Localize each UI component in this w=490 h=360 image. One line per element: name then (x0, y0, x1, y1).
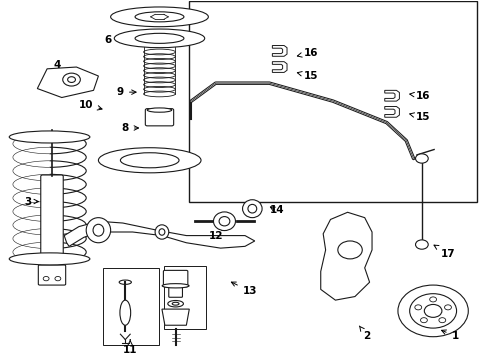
Bar (103, 268, 159, 345)
Ellipse shape (214, 212, 236, 230)
FancyBboxPatch shape (38, 265, 66, 285)
Circle shape (416, 154, 428, 163)
Circle shape (444, 305, 451, 310)
Circle shape (416, 240, 428, 249)
Circle shape (338, 241, 362, 259)
Text: 15: 15 (410, 112, 431, 122)
Text: 1: 1 (441, 330, 459, 341)
Ellipse shape (114, 29, 205, 48)
Bar (189, 1, 477, 202)
Ellipse shape (168, 301, 183, 307)
Ellipse shape (86, 218, 111, 243)
Ellipse shape (172, 302, 179, 305)
Ellipse shape (155, 225, 169, 239)
Text: 2: 2 (359, 326, 371, 341)
Text: 13: 13 (231, 282, 257, 296)
Polygon shape (37, 67, 98, 98)
Text: 14: 14 (270, 206, 284, 216)
Circle shape (55, 276, 61, 281)
Text: 11: 11 (123, 340, 137, 355)
Ellipse shape (98, 148, 201, 173)
Ellipse shape (243, 200, 262, 218)
Ellipse shape (159, 229, 165, 235)
Text: 5: 5 (136, 8, 151, 18)
FancyBboxPatch shape (163, 270, 188, 287)
Polygon shape (272, 45, 287, 56)
FancyBboxPatch shape (41, 175, 63, 271)
Ellipse shape (162, 284, 189, 288)
Text: 12: 12 (208, 225, 223, 240)
FancyBboxPatch shape (169, 287, 182, 297)
Text: 16: 16 (297, 48, 318, 58)
Ellipse shape (121, 153, 179, 168)
Ellipse shape (135, 33, 184, 43)
Text: 4: 4 (53, 60, 62, 76)
Polygon shape (162, 309, 189, 325)
Ellipse shape (219, 217, 230, 226)
Circle shape (63, 73, 80, 86)
Text: 8: 8 (122, 123, 139, 133)
Ellipse shape (111, 7, 208, 27)
Ellipse shape (9, 131, 90, 143)
Bar (164, 266, 206, 329)
Text: 16: 16 (410, 91, 431, 101)
Polygon shape (64, 221, 255, 248)
Circle shape (410, 294, 457, 328)
Polygon shape (321, 212, 372, 300)
FancyBboxPatch shape (146, 109, 173, 126)
Ellipse shape (93, 224, 104, 236)
Text: 15: 15 (297, 71, 318, 81)
Ellipse shape (135, 12, 184, 22)
Ellipse shape (248, 204, 257, 213)
Text: 17: 17 (434, 245, 455, 258)
Circle shape (420, 318, 427, 323)
Circle shape (398, 285, 468, 337)
Ellipse shape (120, 300, 131, 325)
Text: 6: 6 (104, 35, 126, 45)
Circle shape (430, 297, 437, 302)
Circle shape (43, 276, 49, 281)
Circle shape (424, 305, 442, 318)
Polygon shape (385, 90, 399, 101)
Circle shape (415, 305, 422, 310)
Circle shape (68, 77, 75, 82)
Ellipse shape (9, 253, 90, 265)
Text: 3: 3 (24, 197, 38, 207)
Circle shape (439, 318, 446, 323)
Ellipse shape (119, 280, 131, 284)
Text: 10: 10 (79, 100, 102, 110)
Polygon shape (385, 107, 399, 117)
Text: 9: 9 (117, 87, 136, 97)
Text: 7: 7 (126, 162, 141, 172)
Polygon shape (272, 62, 287, 72)
Ellipse shape (147, 108, 172, 112)
